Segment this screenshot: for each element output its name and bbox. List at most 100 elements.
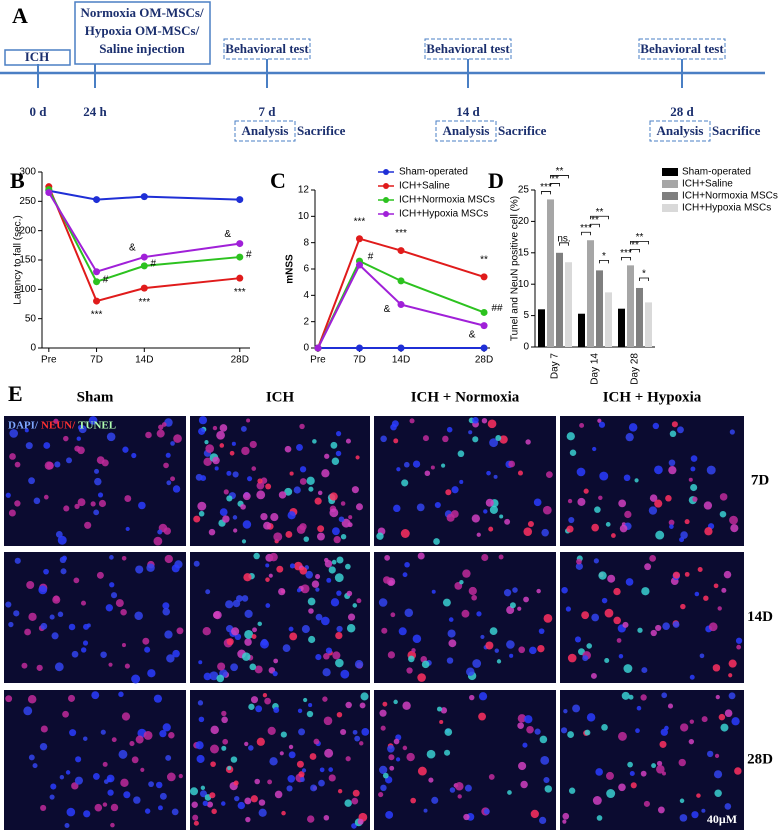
cell <box>323 716 333 726</box>
cell <box>560 727 568 734</box>
cell <box>159 792 167 800</box>
cell <box>395 757 401 762</box>
cell <box>324 748 334 758</box>
cell <box>200 475 207 482</box>
cell <box>299 423 305 430</box>
bar <box>627 265 634 347</box>
y-tick-label: 150 <box>19 255 36 266</box>
cell <box>538 628 545 635</box>
cell <box>221 716 228 724</box>
cell <box>198 427 206 435</box>
cell <box>444 749 451 756</box>
cell <box>324 453 330 459</box>
panel-label: B <box>10 168 25 193</box>
cell <box>225 600 234 609</box>
micrograph-bg <box>374 690 556 830</box>
column-label: ICH <box>266 389 295 405</box>
data-point <box>397 301 405 309</box>
cell <box>684 571 690 577</box>
cell <box>719 493 728 501</box>
cell <box>494 648 499 653</box>
cell <box>257 478 263 484</box>
panel-label: C <box>270 168 286 193</box>
bracket <box>639 277 649 281</box>
cell <box>252 627 257 633</box>
data-point <box>355 344 363 352</box>
cell <box>650 629 657 637</box>
cell <box>708 622 718 632</box>
cell <box>197 700 204 706</box>
cell <box>191 801 198 808</box>
y-tick-label: 0 <box>523 342 529 353</box>
cell <box>335 631 343 640</box>
cell <box>101 459 109 467</box>
cell <box>430 465 435 470</box>
cell <box>8 621 14 628</box>
bar <box>605 292 612 347</box>
cell <box>329 492 338 501</box>
cell <box>212 425 218 431</box>
cell <box>381 627 388 634</box>
cell <box>605 521 611 527</box>
annotation: ** <box>480 255 488 266</box>
cell <box>586 643 593 649</box>
cell <box>543 613 553 623</box>
cell <box>336 711 343 718</box>
cell <box>308 635 316 644</box>
cell <box>406 667 413 674</box>
cell <box>607 574 616 583</box>
cell <box>379 709 387 717</box>
cell <box>703 595 709 601</box>
cell <box>440 707 448 714</box>
cell <box>593 558 599 564</box>
cell <box>226 495 233 502</box>
column-label: ICH + Hypoxia <box>603 389 702 405</box>
cell <box>49 614 55 620</box>
cell <box>76 436 81 441</box>
analysis-label: Analysis <box>657 123 704 138</box>
cell <box>303 536 310 542</box>
cell <box>256 737 265 746</box>
cell <box>338 516 345 523</box>
cell <box>439 719 444 725</box>
cell <box>83 736 88 741</box>
cell <box>466 667 475 677</box>
bar <box>565 262 572 347</box>
cell <box>530 809 539 819</box>
cell <box>168 732 175 739</box>
annotation: *** <box>395 228 407 239</box>
cell <box>641 587 650 596</box>
cell <box>446 513 455 522</box>
cell <box>209 671 219 681</box>
annotation: * <box>642 269 646 280</box>
x-tick-label: 14D <box>392 355 410 366</box>
cell <box>133 796 141 804</box>
cell <box>315 613 323 621</box>
cell <box>322 696 328 702</box>
x-tick-label: 7D <box>353 355 366 366</box>
data-point <box>140 284 148 292</box>
cell <box>436 706 442 712</box>
cell <box>231 627 240 636</box>
cell <box>448 639 457 648</box>
cell <box>592 796 602 805</box>
cell <box>680 723 689 732</box>
cell <box>654 465 663 475</box>
cell <box>637 627 643 633</box>
annotation: # <box>151 259 157 270</box>
cell <box>265 577 270 582</box>
cell <box>50 783 57 790</box>
cell <box>75 756 82 763</box>
y-tick-label: 0 <box>303 343 309 354</box>
cell <box>668 459 676 467</box>
cell <box>332 651 341 660</box>
cell <box>346 590 353 597</box>
series-line <box>317 263 485 349</box>
cell <box>574 636 582 643</box>
cell <box>77 498 86 507</box>
x-tick-label: Pre <box>41 355 57 366</box>
y-tick-label: 20 <box>518 216 530 227</box>
cell <box>73 577 80 584</box>
cell <box>426 749 436 759</box>
cell <box>598 571 607 580</box>
